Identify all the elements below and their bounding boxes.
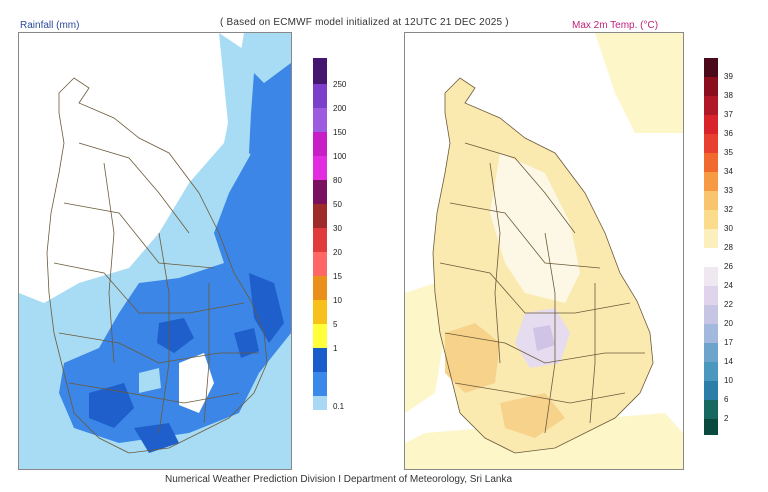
temp-legend-box	[704, 324, 718, 343]
temp-legend-label: 10	[724, 376, 733, 385]
rain-legend-box	[313, 132, 327, 156]
temp-legend-label: 37	[724, 110, 733, 119]
temp-legend-label: 34	[724, 167, 733, 176]
temp-legend-box	[704, 115, 718, 134]
rain-legend-label: 5	[333, 320, 338, 329]
temp-legend-box	[704, 267, 718, 286]
rain-legend-label: 20	[333, 248, 342, 257]
rain-legend-label: 10	[333, 296, 342, 305]
temp-legend-label: 32	[724, 205, 733, 214]
temp-legend-label: 39	[724, 72, 733, 81]
temp-legend-box	[704, 134, 718, 153]
rain-legend-box	[313, 324, 327, 348]
temp-legend-label: 30	[724, 224, 733, 233]
temp-legend-label: 24	[724, 281, 733, 290]
rain-legend-label: 30	[333, 224, 342, 233]
temp-legend-box	[704, 343, 718, 362]
temp-legend-label: 26	[724, 262, 733, 271]
rain-legend-label: 250	[333, 80, 347, 89]
temp-legend-box	[704, 77, 718, 96]
temp-legend-box	[704, 419, 718, 435]
temp-legend-label: 33	[724, 186, 733, 195]
rain-legend-box	[313, 276, 327, 300]
temp-legend-box	[704, 58, 718, 77]
rain-legend-box	[313, 58, 327, 84]
temp-legend-box	[704, 191, 718, 210]
temp-legend-label: 20	[724, 319, 733, 328]
temp-legend-box	[704, 153, 718, 172]
footer-credit: Numerical Weather Prediction Division I …	[165, 474, 513, 485]
rain-legend-label: 100	[333, 152, 347, 161]
model-init-title: ( Based on ECMWF model initialized at 12…	[220, 17, 509, 28]
rain-legend-box	[313, 84, 327, 108]
temp-legend-box	[704, 362, 718, 381]
rainfall-map	[18, 32, 292, 470]
temp-legend-label: 2	[724, 414, 729, 423]
rainfall-map-canvas	[19, 33, 291, 469]
rain-legend-box	[313, 300, 327, 324]
rain-legend-box	[313, 204, 327, 228]
temp-legend-box	[704, 229, 718, 248]
rain-legend-box	[313, 252, 327, 276]
temp-legend-box	[704, 286, 718, 305]
rain-legend-label: 150	[333, 128, 347, 137]
temp-legend-box	[704, 210, 718, 229]
temp-legend-label: 28	[724, 243, 733, 252]
rain-legend-label: 200	[333, 104, 347, 113]
temperature-map-canvas	[405, 33, 683, 469]
temp-legend-box	[704, 400, 718, 419]
rain-legend-box	[313, 156, 327, 180]
rain-legend-label: 80	[333, 176, 342, 185]
rainfall-title: Rainfall (mm)	[20, 20, 80, 31]
rain-legend-label: 0.1	[333, 402, 345, 411]
temp-legend-label: 22	[724, 300, 733, 309]
temp-legend-box	[704, 172, 718, 191]
temp-legend-label: 36	[724, 129, 733, 138]
rain-legend-box	[313, 228, 327, 252]
temp-legend-box	[704, 381, 718, 400]
rain-legend-label: 15	[333, 272, 342, 281]
rain-legend-box	[313, 108, 327, 132]
temp-legend-box	[704, 248, 718, 267]
rain-legend-box	[313, 372, 327, 396]
temp-legend-box	[704, 305, 718, 324]
temp-legend-label: 17	[724, 338, 733, 347]
temp-legend-label: 35	[724, 148, 733, 157]
rain-legend-label: 1	[333, 344, 338, 353]
temperature-title: Max 2m Temp. (°C)	[572, 20, 659, 31]
rain-legend-box	[313, 180, 327, 204]
rain-legend-label: 50	[333, 200, 342, 209]
temp-legend-label: 38	[724, 91, 733, 100]
temp-legend-label: 14	[724, 357, 733, 366]
temperature-map	[404, 32, 684, 470]
rain-legend-box	[313, 396, 327, 410]
temp-legend-label: 6	[724, 395, 729, 404]
temp-legend-box	[704, 96, 718, 115]
rain-legend-box	[313, 348, 327, 372]
